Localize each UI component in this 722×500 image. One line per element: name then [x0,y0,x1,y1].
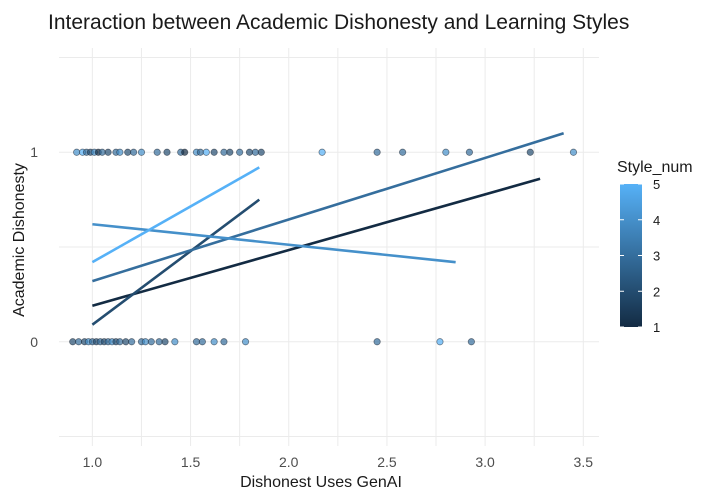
data-point [69,338,77,346]
legend-tick-label: 4 [653,213,660,228]
data-point [130,148,138,156]
data-point [104,148,112,156]
x-axis-ticks: 1.0 1.5 2.0 2.5 3.0 3.5 [83,454,594,470]
data-point [122,338,130,346]
y-tick-label: 0 [30,334,38,350]
legend-colorbar [620,184,642,327]
legend: Style_num 1 2 3 4 5 [617,159,693,335]
data-point [181,148,189,156]
data-point [116,148,124,156]
x-axis-title: Dishonest Uses GenAI [240,474,402,491]
x-tick-label: 1.0 [83,454,103,470]
data-point [220,148,228,156]
data-point [155,338,163,346]
data-point [128,338,136,346]
data-point [467,338,475,346]
data-point [75,338,83,346]
legend-tick-label: 2 [653,284,660,299]
data-point [73,148,81,156]
data-point [526,148,534,156]
data-point [163,148,171,156]
regression-line-style-1 [92,177,541,308]
data-point [124,148,132,156]
scatter-points [69,148,578,346]
y-tick-label: 1 [30,144,38,160]
data-point [226,148,234,156]
data-point [161,338,169,346]
data-point [153,148,161,156]
gridlines [59,48,599,446]
data-point [236,148,244,156]
x-tick-label: 1.5 [181,454,201,470]
data-point [220,338,228,346]
regression-lines [91,132,565,326]
regression-line-style-4 [92,222,456,264]
data-point [147,338,155,346]
data-point [399,148,407,156]
data-point [318,148,326,156]
legend-ticks: 1 2 3 4 5 [620,177,660,335]
data-point [171,338,179,346]
legend-tick-label: 1 [653,320,660,335]
legend-title: Style_num [617,159,693,176]
legend-tick-label: 5 [653,177,660,192]
data-point [192,338,201,346]
data-point [442,148,450,156]
data-point [251,148,259,156]
data-point [141,338,149,346]
x-tick-label: 3.5 [574,454,594,470]
data-point [137,148,146,156]
data-point [98,148,106,156]
data-point [373,338,381,346]
data-point [245,148,254,156]
y-axis-title: Academic Dishonesty [11,163,28,317]
data-point [198,338,206,346]
data-point [116,338,124,346]
data-point [373,148,381,156]
regression-line-style-5 [91,166,260,264]
data-point [241,338,250,346]
data-point [202,148,210,156]
data-point [257,148,265,156]
data-point [465,148,473,156]
y-axis-ticks: 01 [30,144,38,350]
regression-line-style-3 [91,132,565,283]
data-point [196,148,204,156]
data-point [210,338,218,346]
regression-line-style-2 [91,198,261,326]
chart-title: Interaction between Academic Dishonesty … [48,11,629,34]
data-point [436,338,444,346]
x-tick-label: 2.5 [377,454,397,470]
data-point [569,148,578,156]
data-point [210,148,218,156]
x-tick-label: 3.0 [475,454,495,470]
x-tick-label: 2.0 [279,454,299,470]
legend-tick-label: 3 [653,249,660,264]
